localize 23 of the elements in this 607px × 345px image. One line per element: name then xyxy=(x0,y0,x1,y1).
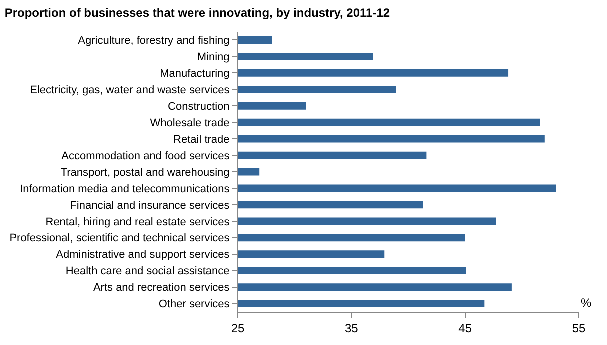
x-tick-label: 35 xyxy=(344,321,359,336)
x-tick-label: 55 xyxy=(572,321,586,336)
y-tick-label: Rental, hiring and real estate services xyxy=(46,216,230,228)
y-tick-label: Accommodation and food services xyxy=(62,150,230,162)
y-tick-label: Arts and recreation services xyxy=(93,282,230,294)
y-tick-label: Other services xyxy=(158,298,230,311)
y-tick-label: Mining xyxy=(197,52,230,64)
x-tick-label: 25 xyxy=(231,321,245,336)
y-tick-label: Information media and telecommunications xyxy=(20,183,230,196)
y-tick-label: Agriculture, forestry and fishing xyxy=(78,35,230,48)
y-tick-label: Electricity, gas, water and waste services xyxy=(30,84,230,96)
y-tick-label: Transport, postal and warehousing xyxy=(60,166,230,179)
x-axis-title: % xyxy=(581,296,592,310)
y-tick-label: Financial and insurance services xyxy=(70,200,230,212)
y-tick-label: Retail trade xyxy=(174,134,230,146)
x-tick-label: 45 xyxy=(458,321,472,336)
chart-title: Proportion of businesses that were innovating, by industry, 2011-12 xyxy=(4,6,390,20)
y-tick-label: Manufacturing xyxy=(160,68,230,80)
y-tick-label: Professional, scientific and technical services xyxy=(10,232,230,245)
y-tick-label: Construction xyxy=(168,100,230,113)
y-tick-label: Administrative and support services xyxy=(56,249,230,262)
y-tick-label: Health care and social assistance xyxy=(66,266,230,278)
y-tick-label: Wholesale trade xyxy=(150,117,230,130)
